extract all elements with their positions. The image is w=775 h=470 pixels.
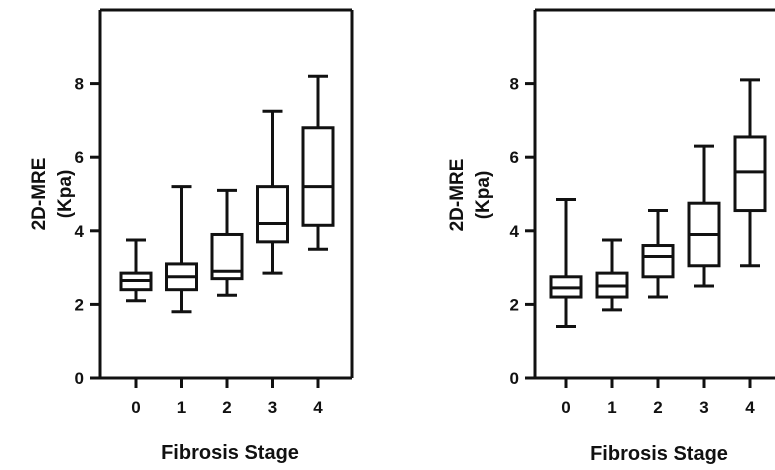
x-tick-label: 1 (607, 398, 616, 417)
box-stage-2 (641, 209, 675, 299)
y-tick-label: 2 (510, 295, 519, 314)
x-tick-label: 1 (177, 398, 186, 417)
iqr-box (733, 135, 767, 213)
y-tick-label: 8 (75, 75, 84, 94)
x-axis-title: Fibrosis Stage (590, 443, 728, 465)
box-stage-3 (687, 144, 721, 288)
y-tick-label: 8 (510, 75, 519, 94)
y-tick-label: 2 (75, 295, 84, 314)
y-tick-label: 6 (510, 148, 519, 167)
x-tick-label: 2 (653, 398, 662, 417)
x-tick-label: 4 (745, 398, 755, 417)
x-tick-label: 3 (699, 398, 708, 417)
box-stage-1 (165, 185, 198, 314)
x-tick-label: 3 (268, 398, 277, 417)
iqr-box (256, 185, 289, 244)
iqr-box (301, 126, 335, 227)
y-tick-label: 6 (75, 148, 84, 167)
box-stage-3 (256, 109, 289, 275)
x-axis-title: Fibrosis Stage (161, 442, 299, 464)
box-stage-0 (549, 198, 583, 328)
y-axis-title-line: (Kpa) (55, 170, 76, 219)
box-stage-4 (301, 74, 335, 251)
box-stage-1 (595, 238, 629, 312)
x-tick-label: 0 (131, 398, 140, 417)
y-axis-title-line: 2D-MRE (447, 159, 468, 232)
x-tick-label: 2 (222, 398, 231, 417)
y-tick-label: 4 (510, 222, 520, 241)
y-axis-title-line: (Kpa) (473, 171, 494, 220)
y-axis-title: 2D-MRE (Kpa) (29, 158, 76, 231)
chart-panel-0: 0 2 4 6 8 0 1 2 3 4 Fibrosis Stage 2D-MRE (Kpa) (29, 8, 354, 464)
iqr-box (210, 232, 244, 281)
y-axis-title: 2D-MRE (Kpa) (447, 159, 494, 232)
y-tick-label: 4 (75, 222, 85, 241)
y-axis-title-line: 2D-MRE (29, 158, 50, 231)
box-stage-2 (210, 188, 244, 297)
y-tick-label: 0 (510, 369, 519, 388)
box-stage-4 (733, 78, 767, 268)
x-tick-label: 4 (313, 398, 323, 417)
x-tick-label: 0 (561, 398, 570, 417)
chart-panel-1: 0 2 4 6 8 0 1 2 3 4 Fibrosis Stage 2D-MRE (Kpa) (447, 8, 775, 465)
iqr-box (641, 244, 675, 279)
y-tick-label: 0 (75, 369, 84, 388)
box-stage-0 (119, 238, 153, 303)
